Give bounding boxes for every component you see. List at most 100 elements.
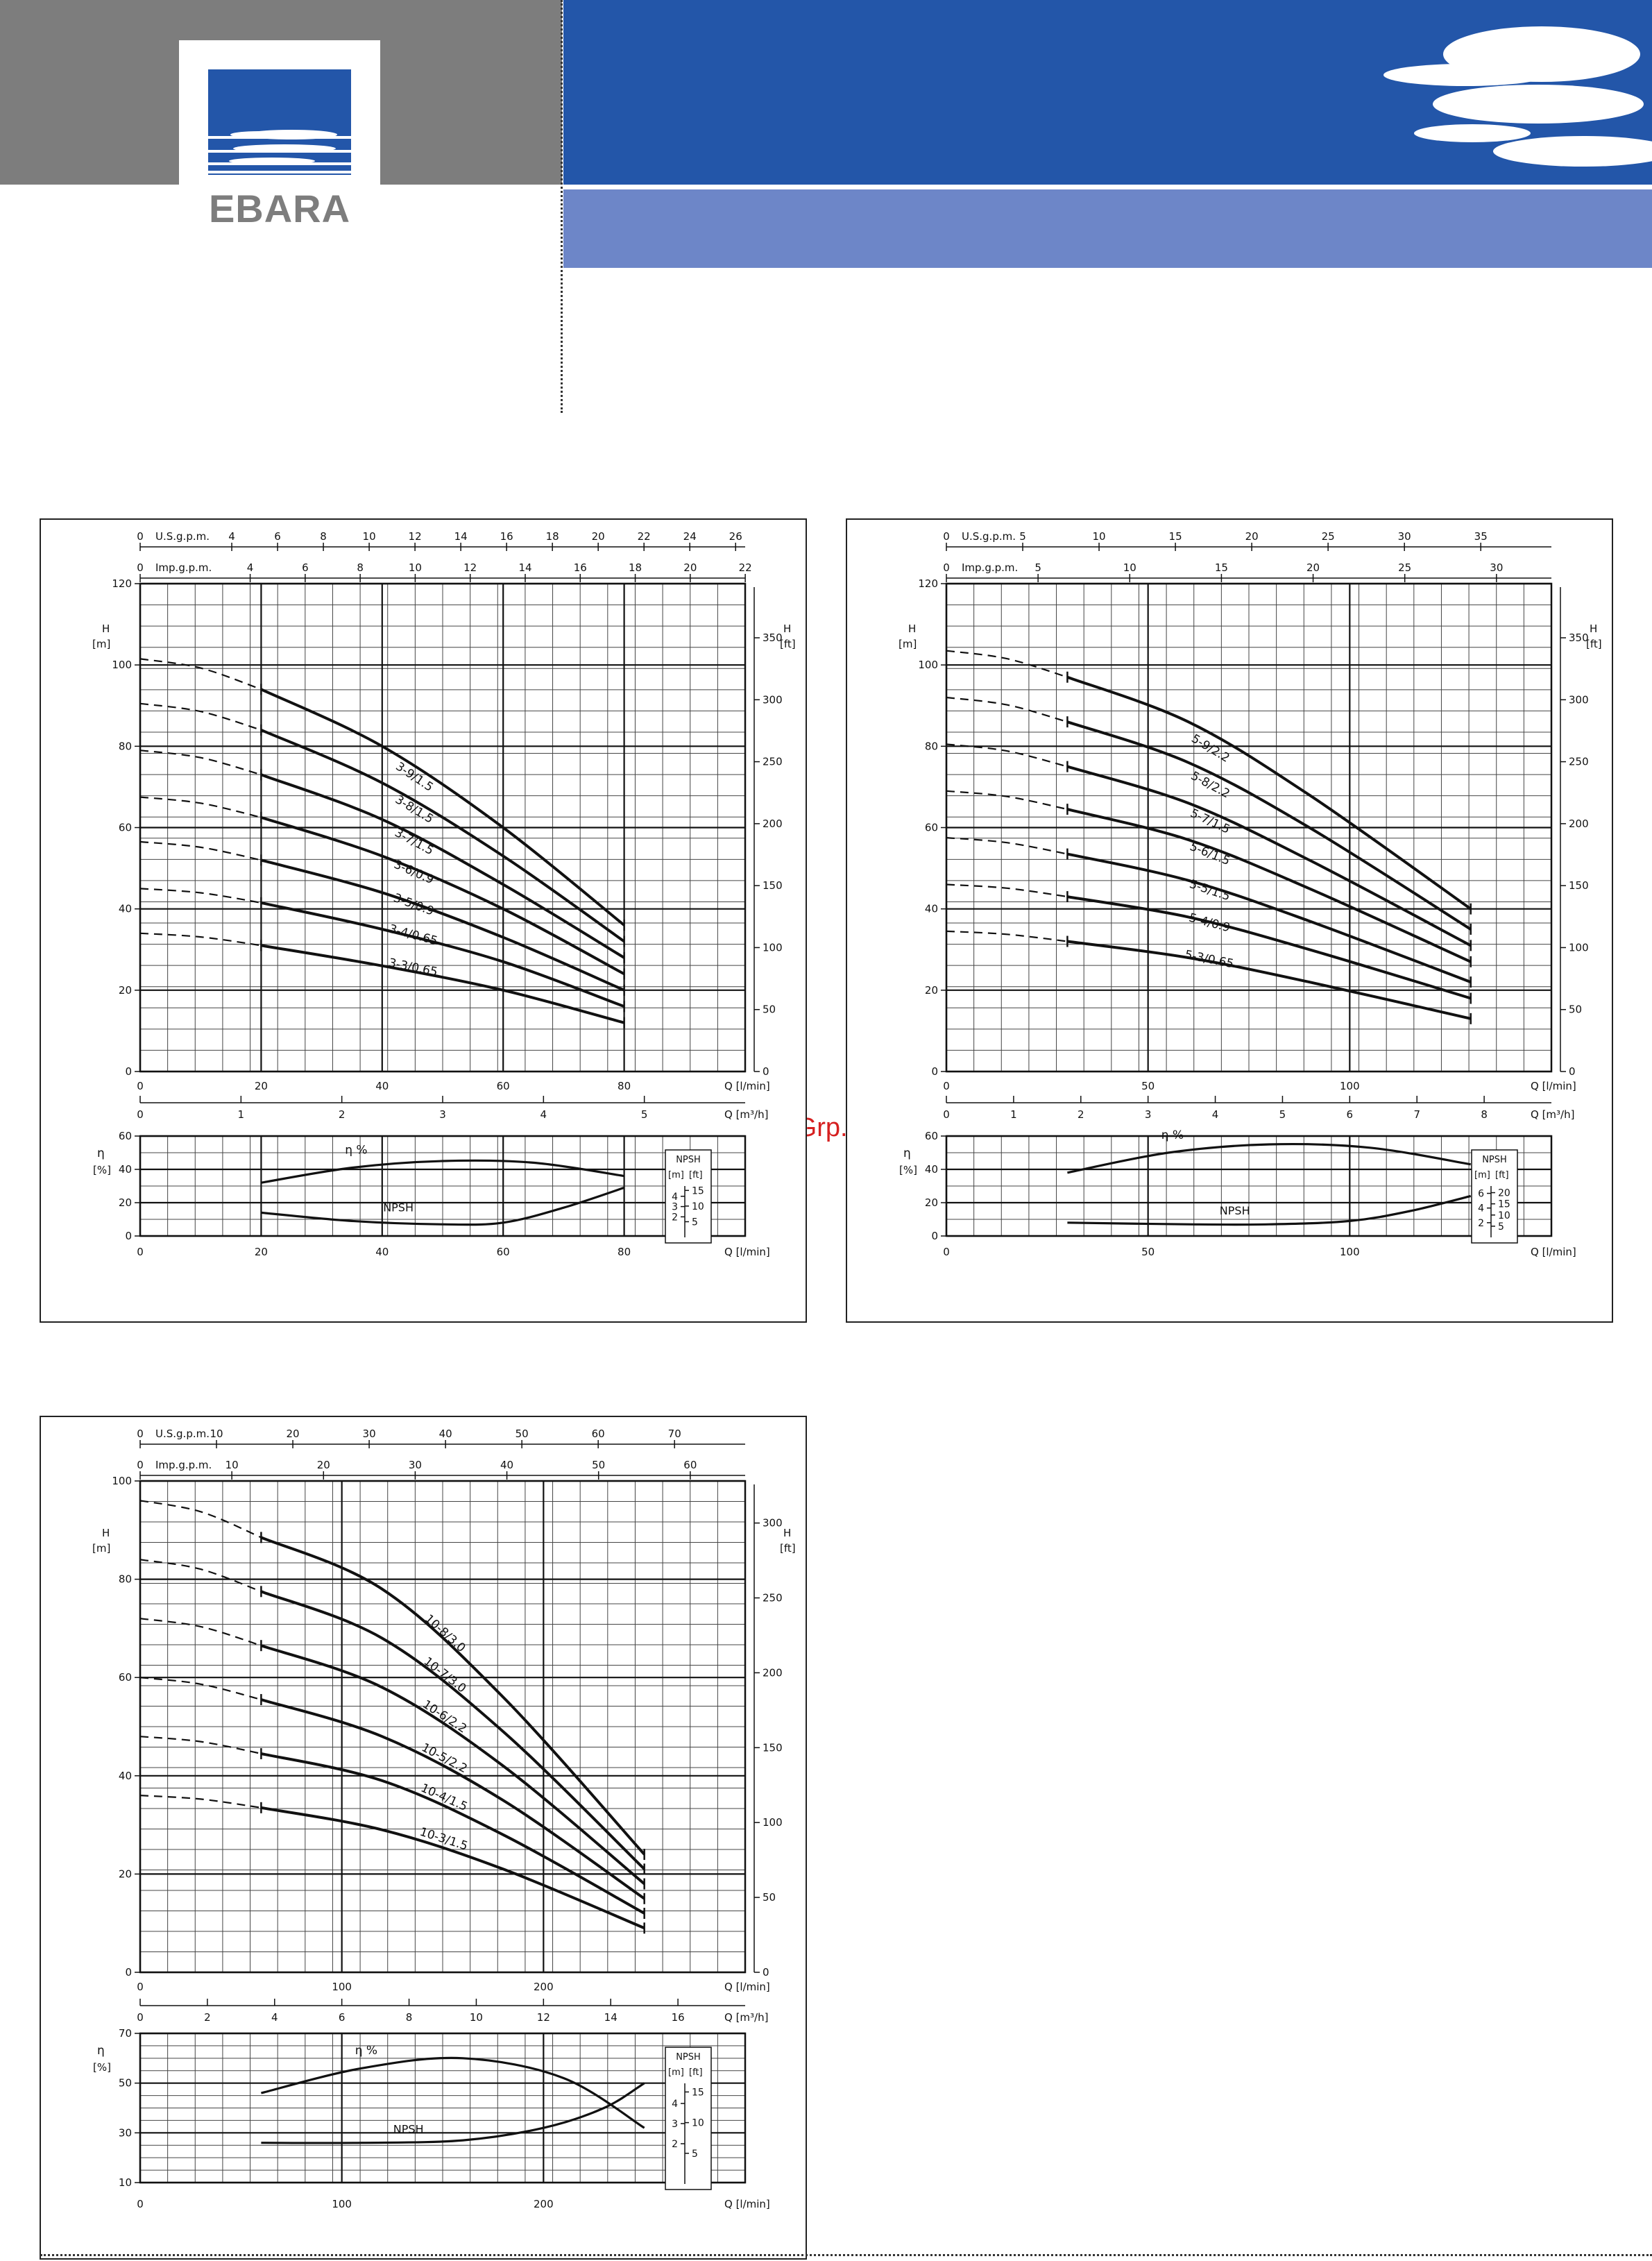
bottom-x-axis-label: Q [l/min] bbox=[1531, 1246, 1576, 1258]
eta-axis-unit: [%] bbox=[899, 1164, 917, 1176]
series-curve bbox=[261, 1806, 645, 1930]
m3h-axis-tick-label: 4 bbox=[540, 1108, 547, 1121]
npsh-m-tick-label: 2 bbox=[1478, 1218, 1484, 1229]
header-subband bbox=[563, 189, 1652, 268]
series-curve bbox=[1067, 940, 1472, 1020]
m3h-axis-tick-label: 2 bbox=[204, 2011, 211, 2024]
npsh-scale-unit-m: [m] bbox=[1474, 1170, 1490, 1180]
m3h-axis-tick-label: 10 bbox=[470, 2011, 483, 2024]
y-axis-label: H bbox=[102, 623, 110, 635]
x-axis-tick-label: 0 bbox=[137, 1080, 144, 1092]
top-axis-title: U.S.g.p.m. bbox=[155, 530, 210, 543]
top-axis-tick-label: 30 bbox=[363, 1428, 376, 1440]
bottom-x-tick-label: 80 bbox=[618, 1246, 631, 1258]
eta-plot-frame bbox=[139, 1135, 747, 1237]
x-axis-tick-label: 50 bbox=[1141, 1080, 1155, 1092]
top-axis-tick-label: 12 bbox=[409, 530, 422, 543]
npsh-ft-tick-label: 10 bbox=[692, 1201, 704, 1212]
x-axis-label: Q [l/min] bbox=[1531, 1080, 1576, 1092]
m3h-axis-tick-label: 16 bbox=[672, 2011, 685, 2024]
series-curve bbox=[260, 1698, 645, 1900]
ft-axis-tick-label: 200 bbox=[1569, 818, 1589, 830]
top-axis-tick-label: 26 bbox=[729, 530, 742, 543]
x-axis-tick-label: 100 bbox=[1340, 1080, 1360, 1092]
brand-logo: EBARA bbox=[179, 40, 380, 232]
top-axis-tick-label: 8 bbox=[320, 530, 327, 543]
y-axis-tick-label: 60 bbox=[925, 822, 938, 834]
m3h-axis-tick-label: 1 bbox=[238, 1108, 245, 1121]
y-axis-tick-label: 60 bbox=[119, 822, 132, 834]
eta-axis-tick-label: 30 bbox=[119, 2126, 132, 2139]
top-axis-tick-label: 70 bbox=[668, 1428, 681, 1440]
top-axis-tick-label: 10 bbox=[210, 1428, 223, 1440]
bottom-x-tick-label: 0 bbox=[137, 2198, 144, 2210]
series-curve-dashed bbox=[946, 696, 1068, 723]
efficiency-curve-label: η % bbox=[1161, 1128, 1184, 1142]
y-axis-tick-label: 80 bbox=[925, 740, 938, 752]
series-curve-dashed bbox=[139, 796, 262, 818]
eta-plot-frame bbox=[139, 2032, 747, 2184]
top-axis-title: Imp.g.p.m. bbox=[155, 1459, 212, 1471]
chart-panel-5-series: 0 5 10 15 20 25 30 35 U.S.g.p.m. 0 5 10 15 20 25 30 Imp.… bbox=[846, 518, 1613, 1323]
bottom-x-tick-label: 0 bbox=[943, 1246, 950, 1258]
bottom-x-tick-label: 40 bbox=[375, 1246, 389, 1258]
top-axis-tick-label: 18 bbox=[546, 530, 559, 543]
top-axis-tick-label: 25 bbox=[1322, 530, 1335, 543]
npsh-scale-unit-ft: [ft] bbox=[689, 1170, 703, 1180]
m3h-axis-tick-label: 7 bbox=[1413, 1108, 1420, 1121]
ft-axis-tick-label: 300 bbox=[1569, 693, 1589, 706]
top-axis-tick-label: 0 bbox=[943, 561, 950, 574]
eta-axis-label: η bbox=[97, 1146, 105, 1160]
top-axis-tick-label: 50 bbox=[516, 1428, 529, 1440]
top-axis-tick-label: 4 bbox=[247, 561, 254, 574]
top-axis-tick-label: 15 bbox=[1215, 561, 1228, 574]
top-axis-tick-label: 0 bbox=[137, 561, 144, 574]
ft-axis-tick-label: 350 bbox=[763, 632, 783, 644]
ft-axis-tick-label: 50 bbox=[763, 1891, 776, 1904]
eta-axis-unit: [%] bbox=[93, 2061, 111, 2074]
y-axis-label: H bbox=[908, 623, 916, 635]
series-label: 10-7/3.0 bbox=[421, 1654, 469, 1695]
npsh-ft-tick-label: 10 bbox=[692, 2118, 704, 2129]
series-curve bbox=[260, 1644, 645, 1886]
series-curve-dashed bbox=[139, 1736, 262, 1754]
ft-axis-tick-label: 300 bbox=[763, 1517, 783, 1530]
npsh-scale-title: NPSH bbox=[1482, 1155, 1507, 1165]
npsh-ft-tick-label: 15 bbox=[692, 1185, 704, 1196]
y-axis-tick-label: 40 bbox=[119, 1770, 132, 1782]
top-axis-tick-label: 16 bbox=[574, 561, 587, 574]
series-curve-dashed bbox=[139, 702, 262, 731]
eta-axis-tick-label: 60 bbox=[119, 1130, 132, 1142]
top-axis-tick-label: 20 bbox=[317, 1459, 330, 1471]
top-axis-tick-label: 35 bbox=[1474, 530, 1488, 543]
top-axis-tick-label: 0 bbox=[137, 1428, 144, 1440]
top-axis-tick-label: 20 bbox=[683, 561, 697, 574]
m3h-axis-label: Q [m³/h] bbox=[1531, 1108, 1574, 1121]
ft-axis-label: H bbox=[783, 1527, 791, 1539]
series-curve bbox=[1066, 852, 1472, 983]
series-label: 5-3/0.65 bbox=[1184, 948, 1235, 972]
top-axis-tick-label: 10 bbox=[409, 561, 422, 574]
series-curve bbox=[260, 1536, 646, 1856]
series-curve-dashed bbox=[139, 658, 262, 691]
m3h-axis-tick-label: 6 bbox=[339, 2011, 346, 2024]
series-label: 3-5/0.9 bbox=[391, 891, 436, 919]
ft-axis-tick-label: 100 bbox=[763, 941, 783, 954]
y-axis-tick-label: 0 bbox=[125, 1065, 132, 1078]
y-axis-unit: [m] bbox=[899, 638, 917, 650]
series-curve-dashed bbox=[139, 1795, 262, 1809]
npsh-scale-box bbox=[1471, 1149, 1518, 1244]
npsh-ft-tick-label: 5 bbox=[1498, 1221, 1504, 1233]
bottom-x-tick-label: 200 bbox=[534, 2198, 554, 2210]
efficiency-curve-label: η % bbox=[355, 2044, 377, 2058]
ft-axis-label: H bbox=[783, 623, 791, 635]
y-axis-unit: [m] bbox=[92, 1542, 110, 1555]
performance-chart-3-series: 0 4 6 8 10 12 14 16 18 20 22 24 26U.S.g.p.m.0 4 6 8 10 12… bbox=[92, 530, 796, 1258]
top-axis-tick-label: 4 bbox=[228, 530, 235, 543]
ft-axis-unit: [ft] bbox=[780, 1542, 796, 1555]
y-axis-tick-label: 120 bbox=[918, 577, 938, 590]
ft-axis-tick-label: 200 bbox=[763, 1666, 783, 1679]
npsh-curve bbox=[261, 1186, 625, 1226]
x-axis-label: Q [l/min] bbox=[724, 1080, 770, 1092]
ft-axis-label: H bbox=[1590, 623, 1597, 635]
